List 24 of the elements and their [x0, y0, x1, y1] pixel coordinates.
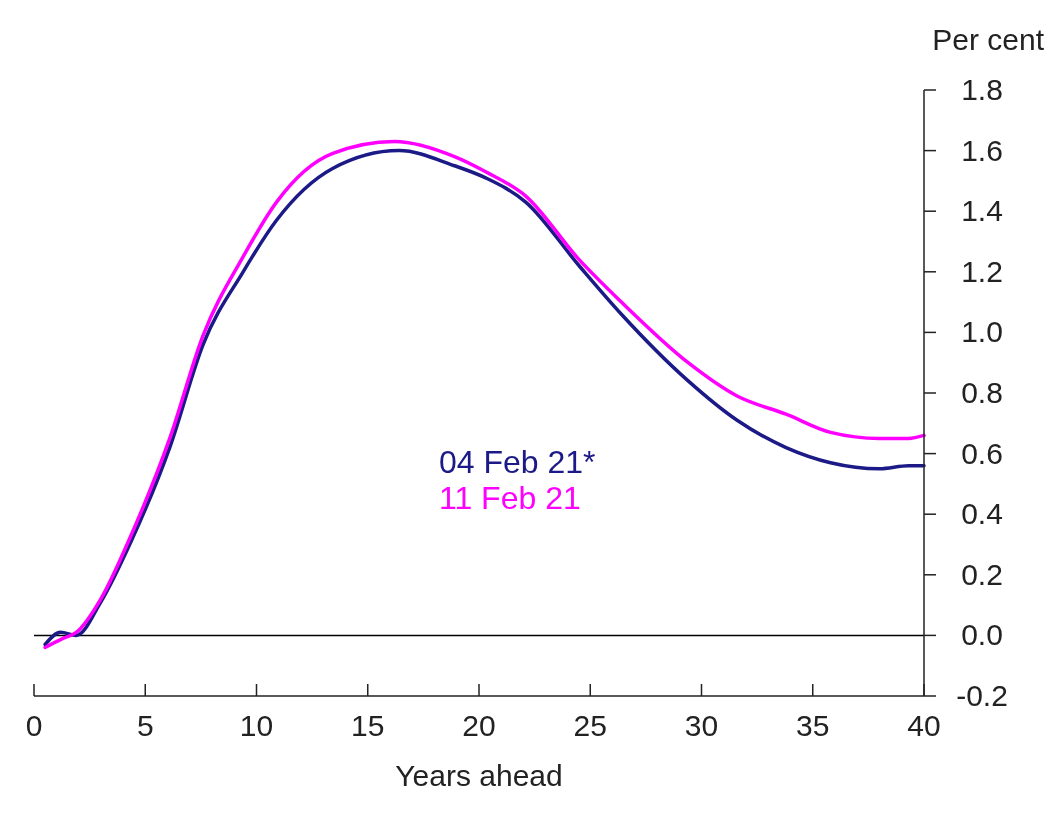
y-tick-label: 0.2 [961, 557, 1003, 591]
x-tick-label: 10 [239, 709, 274, 742]
x-tick-label: 40 [907, 709, 941, 742]
y-tick-label: 0.8 [961, 376, 1003, 409]
x-axis-title: Years ahead [395, 759, 563, 792]
y-tick-label: 1.8 [961, 73, 1003, 106]
x-tick-label: 35 [796, 709, 830, 742]
y-tick-label: 0.4 [961, 497, 1003, 531]
y-tick-label: 0.0 [961, 618, 1003, 652]
x-tick-label: 5 [136, 709, 154, 742]
x-tick-label: 25 [573, 709, 607, 742]
y-tick-label: 1.2 [961, 254, 1003, 288]
x-tick-label: 30 [684, 709, 719, 742]
y-tick-label: 1.6 [961, 133, 1003, 167]
y-tick-label: 1.4 [961, 194, 1003, 228]
x-tick-label: 0 [25, 709, 43, 742]
text: 04 Feb 21* [439, 444, 596, 480]
x-tick-label: 15 [351, 709, 385, 742]
x-tick-label: 20 [462, 709, 496, 742]
y-tick-label: 0.6 [961, 436, 1003, 470]
y-axis-title: Per cent [932, 23, 1045, 56]
text: 11 Feb 21 [439, 480, 581, 516]
y-tick-label: 1.0 [961, 315, 1003, 349]
y-tick-label: -0.2 [956, 679, 1008, 712]
